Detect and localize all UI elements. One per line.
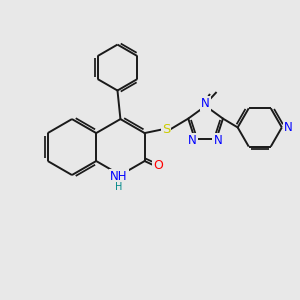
Text: O: O — [153, 159, 163, 172]
Text: N: N — [201, 97, 210, 110]
Text: N: N — [188, 134, 197, 147]
Text: H: H — [115, 182, 123, 192]
Text: NH: NH — [110, 170, 128, 183]
Text: S: S — [162, 123, 170, 136]
Text: N: N — [284, 121, 293, 134]
Text: N: N — [213, 134, 222, 147]
